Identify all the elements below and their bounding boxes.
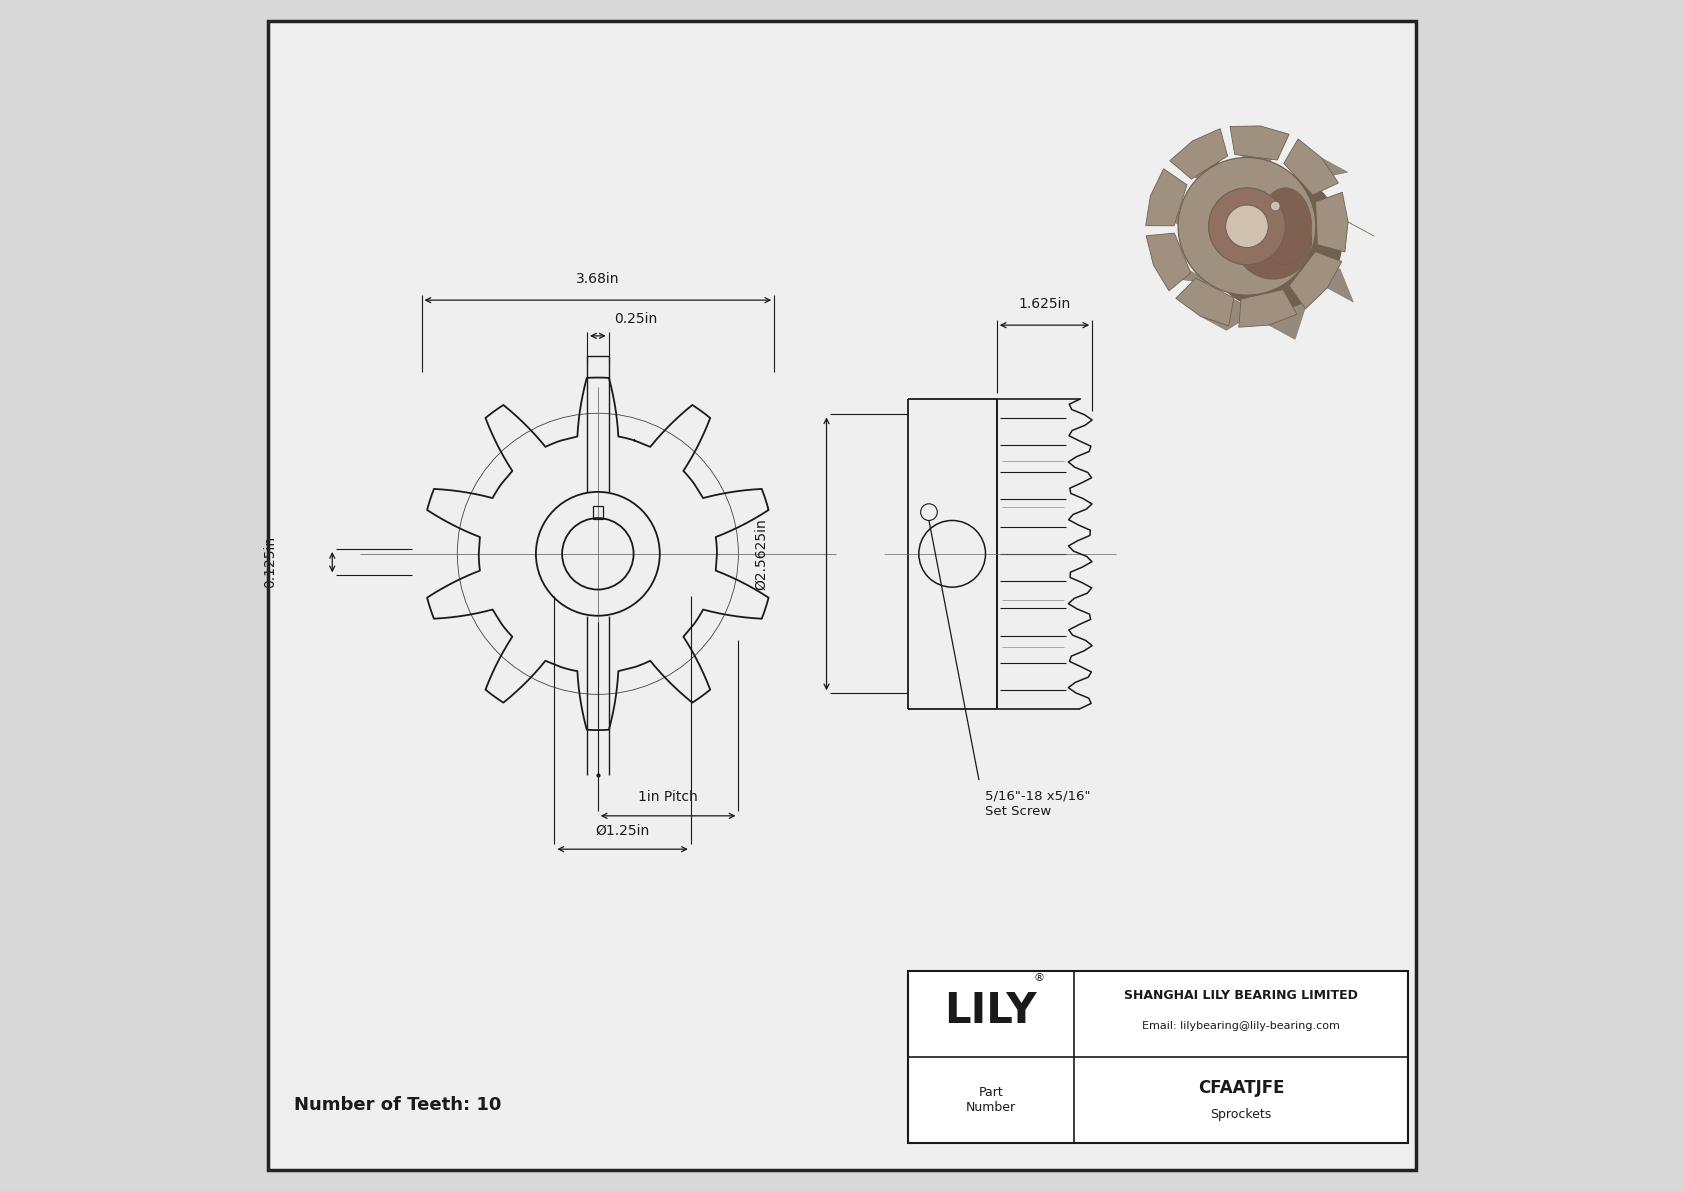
- Text: 0.25in: 0.25in: [615, 312, 657, 326]
- Text: Number of Teeth: 10: Number of Teeth: 10: [295, 1096, 502, 1115]
- Polygon shape: [1315, 192, 1349, 251]
- Text: 0.125in: 0.125in: [263, 536, 278, 588]
- Polygon shape: [1283, 139, 1339, 195]
- Text: SHANGHAI LILY BEARING LIMITED: SHANGHAI LILY BEARING LIMITED: [1123, 990, 1357, 1003]
- Text: Sprockets: Sprockets: [1211, 1108, 1271, 1121]
- Polygon shape: [1287, 158, 1347, 180]
- Polygon shape: [1239, 289, 1297, 328]
- Text: ®: ®: [1032, 973, 1044, 983]
- Text: 1in Pitch: 1in Pitch: [638, 790, 697, 804]
- Text: 5/16"-18 x5/16"
Set Screw: 5/16"-18 x5/16" Set Screw: [985, 790, 1091, 818]
- Polygon shape: [1290, 251, 1342, 308]
- Polygon shape: [1150, 195, 1201, 237]
- Circle shape: [1179, 157, 1315, 295]
- Text: Ø1.25in: Ø1.25in: [596, 823, 650, 837]
- Text: 3.68in: 3.68in: [576, 272, 620, 286]
- Text: Ø2.5625in: Ø2.5625in: [754, 518, 768, 590]
- Text: CFAATJFE: CFAATJFE: [1197, 1079, 1285, 1097]
- Polygon shape: [1175, 279, 1234, 326]
- Bar: [593, 506, 603, 519]
- Bar: [908, 971, 1408, 1143]
- Circle shape: [1204, 172, 1342, 310]
- Text: Email: lilybearing@lily-bearing.com: Email: lilybearing@lily-bearing.com: [1142, 1021, 1340, 1030]
- Text: Part
Number: Part Number: [967, 1086, 1015, 1115]
- Polygon shape: [1314, 255, 1354, 303]
- Polygon shape: [1170, 129, 1228, 179]
- Polygon shape: [1317, 205, 1374, 236]
- Polygon shape: [1192, 141, 1219, 191]
- Polygon shape: [1145, 169, 1187, 226]
- Circle shape: [1270, 201, 1280, 211]
- Circle shape: [1234, 202, 1312, 279]
- Text: LILY: LILY: [945, 991, 1037, 1033]
- Polygon shape: [1229, 126, 1290, 160]
- Text: 1.625in: 1.625in: [1019, 297, 1071, 311]
- Polygon shape: [1201, 298, 1256, 330]
- Polygon shape: [1268, 292, 1307, 339]
- Polygon shape: [1238, 126, 1287, 168]
- Polygon shape: [1154, 266, 1214, 285]
- Polygon shape: [1147, 233, 1191, 291]
- Ellipse shape: [1260, 188, 1312, 264]
- Circle shape: [1209, 188, 1285, 264]
- Circle shape: [1226, 205, 1268, 248]
